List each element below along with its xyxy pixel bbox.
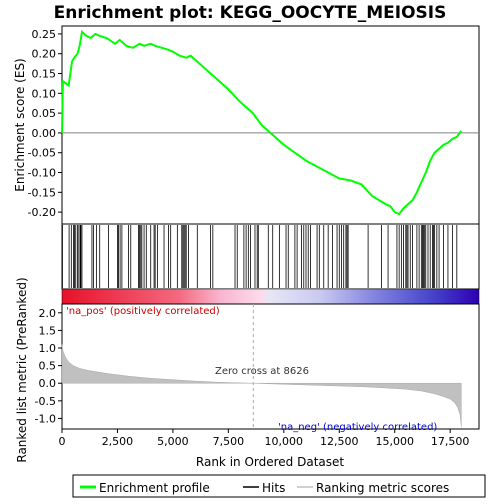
zero-cross-label: Zero cross at 8626 <box>215 366 309 377</box>
legend-box <box>72 474 486 498</box>
metric-y-tick-label: -1.0 <box>35 412 56 425</box>
metric-x-label: Rank in Ordered Dataset <box>196 455 344 469</box>
metric-y-tick-label: 2.0 <box>39 307 57 320</box>
hits-lines <box>62 225 458 288</box>
legend-hits-label: Hits <box>262 481 285 495</box>
es-y-axis: 0.25 0.20 0.15 0.10 0.05 0.00 -0.05 -0.10 -0.15 -… <box>28 28 62 219</box>
es-y-tick-label: -0.15 <box>28 186 56 199</box>
metric-x-axis: 0 2,500 5,000 7,500 10,000 12,500 15,000 17,500 <box>59 429 470 448</box>
metric-x-tick-label: 15,000 <box>375 435 414 448</box>
es-y-tick-label: 0.05 <box>32 107 57 120</box>
es-y-label: Enrichment score (ES) <box>13 58 27 191</box>
es-y-tick-label: -0.10 <box>28 167 56 180</box>
metric-panel <box>61 303 480 430</box>
metric-x-tick-label: 12,500 <box>320 435 359 448</box>
es-y-tick-label: -0.20 <box>28 206 56 219</box>
metric-y-tick-label: 1.0 <box>39 342 57 355</box>
es-y-tick-label: 0.25 <box>32 28 57 41</box>
metric-y-tick-label: 0.0 <box>39 377 57 390</box>
es-y-tick-label: 0.00 <box>32 127 57 140</box>
chart-title: Enrichment plot: KEGG_OOCYTE_MEIOSIS <box>54 3 447 23</box>
metric-y-tick-label: 0.5 <box>39 360 57 373</box>
legend-metric-label: Ranking metric scores <box>316 481 449 495</box>
es-y-tick-label: 0.10 <box>32 87 57 100</box>
hits-panel <box>61 223 480 290</box>
es-y-tick-label: -0.05 <box>28 147 56 160</box>
metric-x-tick-label: 7,500 <box>213 435 245 448</box>
metric-x-tick-label: 5,000 <box>157 435 189 448</box>
rank-color-bar <box>61 288 480 305</box>
pos-label: 'na_pos' (positively correlated) <box>66 306 220 317</box>
metric-y-label: Ranked list metric (PreRanked) <box>15 277 29 462</box>
metric-x-tick-label: 10,000 <box>265 435 304 448</box>
metric-x-tick-label: 2,500 <box>102 435 134 448</box>
ranking-metric-area <box>61 344 462 428</box>
metric-x-tick-label: 0 <box>59 435 66 448</box>
legend-enrichment-label: Enrichment profile <box>99 481 210 495</box>
es-y-tick-label: 0.15 <box>32 68 57 81</box>
neg-label: 'na_neg' (negatively correlated) <box>278 422 437 433</box>
enrichment-profile-line <box>61 29 463 216</box>
metric-y-tick-label: 1.5 <box>39 324 57 337</box>
es-y-tick-label: 0.20 <box>32 48 57 61</box>
metric-x-tick-label: 17,500 <box>431 435 470 448</box>
es-panel <box>61 25 480 225</box>
metric-y-tick-label: -0.5 <box>35 395 56 408</box>
metric-y-axis: 2.0 1.5 1.0 0.5 0.0 -0.5 -1.0 <box>35 307 62 425</box>
